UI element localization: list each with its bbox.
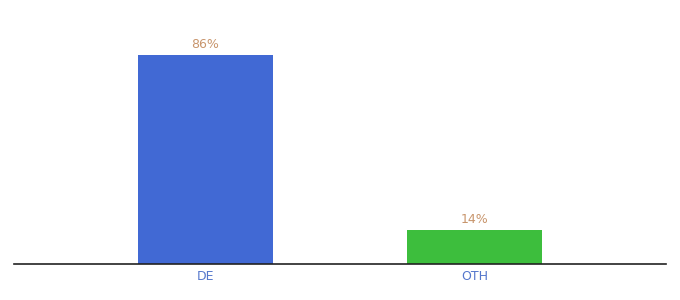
Bar [138, 55, 273, 264]
Text: 14%: 14% [461, 213, 489, 226]
Bar [407, 230, 542, 264]
Text: 86%: 86% [191, 38, 219, 51]
